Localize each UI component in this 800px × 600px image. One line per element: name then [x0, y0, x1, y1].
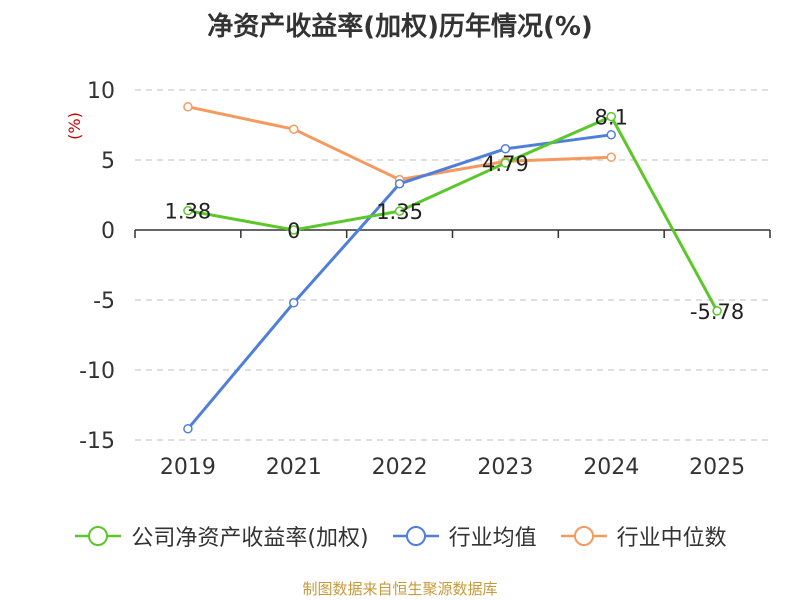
legend-label: 行业均值 [448, 526, 537, 551]
data-label: 1.35 [376, 200, 423, 224]
data-point [394, 206, 405, 216]
data-point [500, 158, 511, 168]
legend-item[interactable]: 行业均值 [391, 520, 537, 552]
legend-item[interactable]: 行业中位数 [559, 520, 727, 552]
data-point [606, 130, 616, 140]
data-point [500, 144, 511, 154]
data-label: 1.38 [165, 200, 212, 224]
data-point [289, 225, 299, 235]
data-label: 8.1 [595, 106, 628, 130]
data-label: 4.79 [482, 152, 529, 176]
series-line [187, 115, 719, 312]
legend-marker-icon [75, 526, 122, 546]
data-point [183, 102, 193, 112]
x-tick-label: 2021 [266, 455, 322, 480]
y-tick-label: 5 [101, 149, 115, 174]
data-point [289, 298, 299, 308]
chart-title: 净资产收益率(加权)历年情况(%) [207, 12, 593, 42]
data-point [606, 111, 616, 122]
legend-item[interactable]: 公司净资产收益率(加权) [73, 520, 369, 552]
data-point [183, 424, 193, 434]
data-label: 0 [287, 219, 300, 243]
legend-marker-icon [392, 526, 439, 546]
y-tick-label: 0 [101, 219, 115, 244]
source-note: 制图数据来自恒生聚源数据库 [302, 580, 498, 598]
data-point [289, 124, 299, 134]
data-point [394, 179, 405, 189]
y-tick-label: -10 [79, 359, 115, 384]
x-tick-label: 2023 [477, 455, 533, 480]
data-point [183, 205, 193, 216]
legend-label: 行业中位数 [616, 526, 727, 551]
x-tick-label: 2019 [160, 455, 216, 480]
data-point [606, 152, 616, 162]
legend-label: 公司净资产收益率(加权) [131, 526, 369, 551]
x-tick-label: 2022 [372, 455, 428, 480]
y-axis-label: (%) [65, 112, 84, 140]
data-label: -5.78 [690, 300, 744, 324]
x-tick-label: 2025 [689, 455, 745, 480]
legend: 公司净资产收益率(加权) 行业均值 行业中位数 [0, 520, 800, 552]
y-tick-label: 10 [87, 79, 115, 104]
y-tick-label: -5 [93, 289, 115, 314]
legend-marker-icon [560, 526, 607, 546]
x-tick-label: 2024 [583, 455, 639, 480]
y-tick-label: -15 [79, 429, 115, 454]
data-point [712, 306, 722, 316]
